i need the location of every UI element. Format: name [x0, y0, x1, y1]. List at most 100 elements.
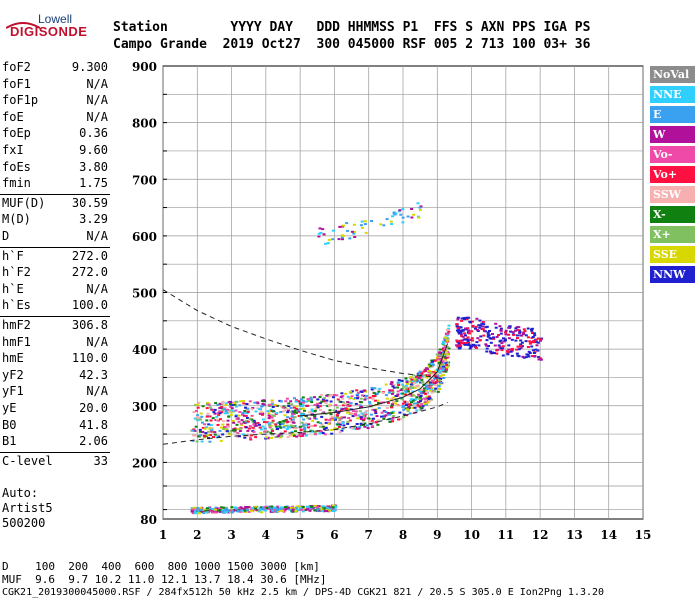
echo-point: [290, 410, 294, 413]
echo-point: [215, 415, 219, 418]
echo-point: [515, 348, 519, 351]
y-tick-label: 500: [132, 287, 157, 301]
echo-point: [196, 406, 200, 409]
echo-point: [526, 336, 530, 339]
echo-point: [325, 394, 329, 397]
echo-point: [283, 419, 287, 422]
echo-point: [523, 330, 527, 333]
echo-point: [199, 506, 203, 509]
echo-point: [230, 407, 234, 410]
echo-point: [214, 508, 218, 511]
echo-point: [363, 412, 367, 415]
echo-point: [318, 432, 322, 435]
echo-point: [218, 402, 222, 405]
echo-point: [442, 377, 446, 379]
echo-point: [489, 341, 493, 344]
echo-point: [526, 346, 530, 348]
echo-point: [241, 413, 244, 416]
echo-point: [391, 215, 394, 218]
echo-point: [317, 505, 321, 508]
echo-point: [385, 406, 389, 409]
echo-point: [486, 335, 490, 338]
echo-point: [530, 329, 534, 332]
echo-point: [224, 410, 228, 412]
echo-point: [309, 508, 313, 511]
echo-point: [214, 506, 218, 509]
echo-point: [456, 316, 460, 319]
echo-point: [309, 430, 313, 433]
echo-point: [231, 509, 235, 512]
echo-point: [418, 396, 422, 399]
legend-item: E: [650, 106, 695, 123]
echo-point: [439, 367, 443, 370]
echo-point: [306, 505, 309, 508]
echo-point: [224, 402, 228, 405]
echo-point: [231, 429, 235, 432]
echo-point: [413, 406, 417, 409]
echo-point: [198, 418, 202, 421]
echo-point: [430, 359, 434, 362]
echo-point: [302, 418, 306, 421]
echo-point: [296, 508, 300, 511]
echo-point: [481, 328, 485, 331]
echo-point: [267, 412, 271, 415]
echo-point: [418, 370, 422, 373]
echo-point: [371, 395, 375, 397]
echo-point: [439, 381, 443, 384]
echo-point: [286, 416, 290, 419]
echo-point: [371, 408, 375, 411]
echo-point: [356, 397, 359, 400]
echo-point: [201, 426, 205, 429]
param-row: hmF1 N/A: [2, 335, 108, 351]
echo-point: [354, 402, 358, 405]
echo-point: [301, 399, 305, 402]
echo-point: [422, 374, 426, 377]
echo-point: [380, 411, 384, 414]
echo-point: [401, 221, 405, 224]
echo-point: [512, 334, 516, 336]
echo-point: [408, 387, 412, 389]
echo-point: [467, 338, 471, 341]
echo-point: [224, 511, 228, 514]
echo-point: [418, 390, 422, 392]
echo-point: [505, 350, 509, 353]
echo-point: [357, 414, 360, 417]
echo-point: [463, 332, 466, 335]
echo-point: [366, 427, 370, 430]
echo-point: [341, 238, 344, 241]
echo-point: [359, 397, 363, 400]
echo-point: [251, 421, 255, 423]
echo-point: [504, 339, 507, 342]
echo-point: [339, 417, 343, 420]
param-row: D N/A: [2, 229, 108, 245]
echo-point: [460, 335, 464, 338]
echo-point: [502, 337, 505, 340]
echo-point: [424, 392, 427, 395]
echo-point: [331, 506, 335, 509]
echo-point: [350, 395, 354, 398]
echo-point: [246, 417, 249, 419]
echo-point: [294, 430, 297, 433]
echo-point: [392, 401, 395, 404]
echo-point: [407, 394, 411, 397]
echo-point: [460, 317, 464, 320]
echo-point: [434, 369, 438, 372]
echo-point: [456, 326, 460, 329]
echo-point: [530, 345, 534, 348]
echo-point: [238, 427, 242, 430]
echo-point: [348, 413, 352, 416]
echo-point: [273, 403, 277, 406]
echo-point: [384, 414, 388, 417]
echo-point: [519, 344, 523, 347]
echo-point: [221, 409, 225, 412]
echo-point: [346, 404, 350, 407]
echo-point: [485, 325, 489, 328]
echo-point: [413, 402, 416, 405]
echo-point: [465, 338, 469, 341]
echo-point: [507, 348, 511, 351]
echo-point: [405, 381, 409, 384]
echo-point: [459, 333, 463, 336]
echo-point: [500, 349, 504, 352]
echo-point: [313, 417, 317, 420]
echo-point: [348, 404, 352, 407]
